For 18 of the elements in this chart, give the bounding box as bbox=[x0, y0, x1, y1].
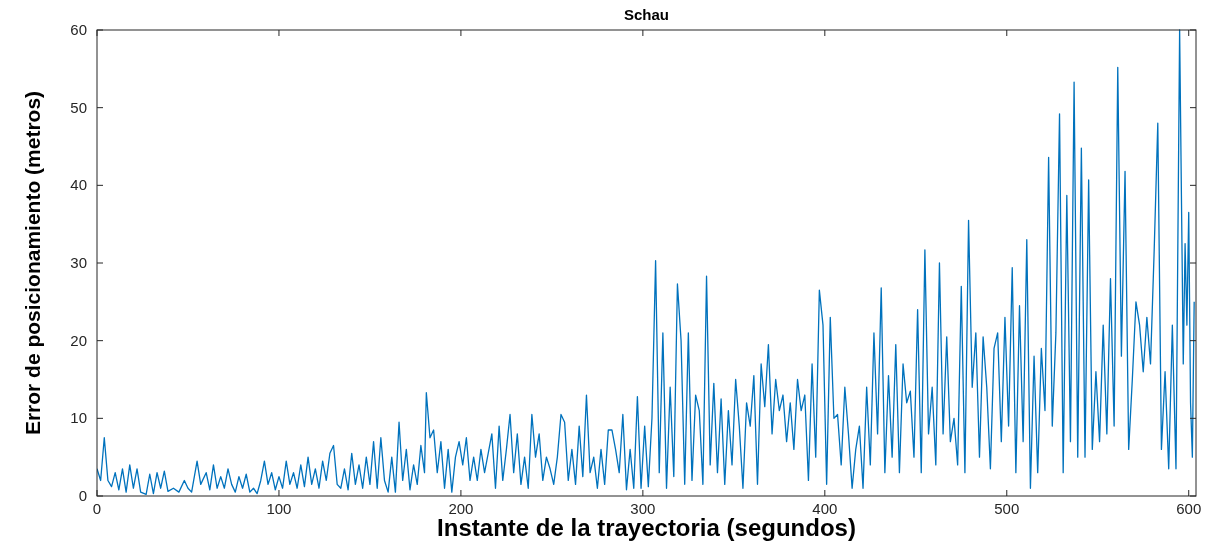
line-series bbox=[97, 29, 1195, 496]
x-axis-title: Instante de la trayectoria (segundos) bbox=[437, 514, 856, 541]
x-tick-label: 400 bbox=[812, 500, 838, 517]
x-tick-label: 500 bbox=[994, 500, 1020, 517]
y-tick-label: 40 bbox=[70, 176, 87, 194]
y-tick-label: 0 bbox=[78, 487, 87, 504]
y-tick-label: 50 bbox=[70, 98, 87, 116]
y-axis-title: Error de posicionamiento (metros) bbox=[21, 90, 44, 436]
y-tick-label: 20 bbox=[70, 331, 87, 349]
x-tick-label: 0 bbox=[92, 500, 102, 517]
x-tick-label: 100 bbox=[266, 500, 292, 517]
y-tick-label: 10 bbox=[70, 409, 87, 427]
x-tick-label: 200 bbox=[448, 500, 474, 517]
x-tick-label: 600 bbox=[1176, 500, 1202, 517]
x-tick-label: 300 bbox=[630, 500, 656, 517]
chart-title: Schau bbox=[623, 6, 670, 23]
y-tick-label: 60 bbox=[70, 21, 87, 38]
y-tick-label: 30 bbox=[70, 254, 87, 271]
